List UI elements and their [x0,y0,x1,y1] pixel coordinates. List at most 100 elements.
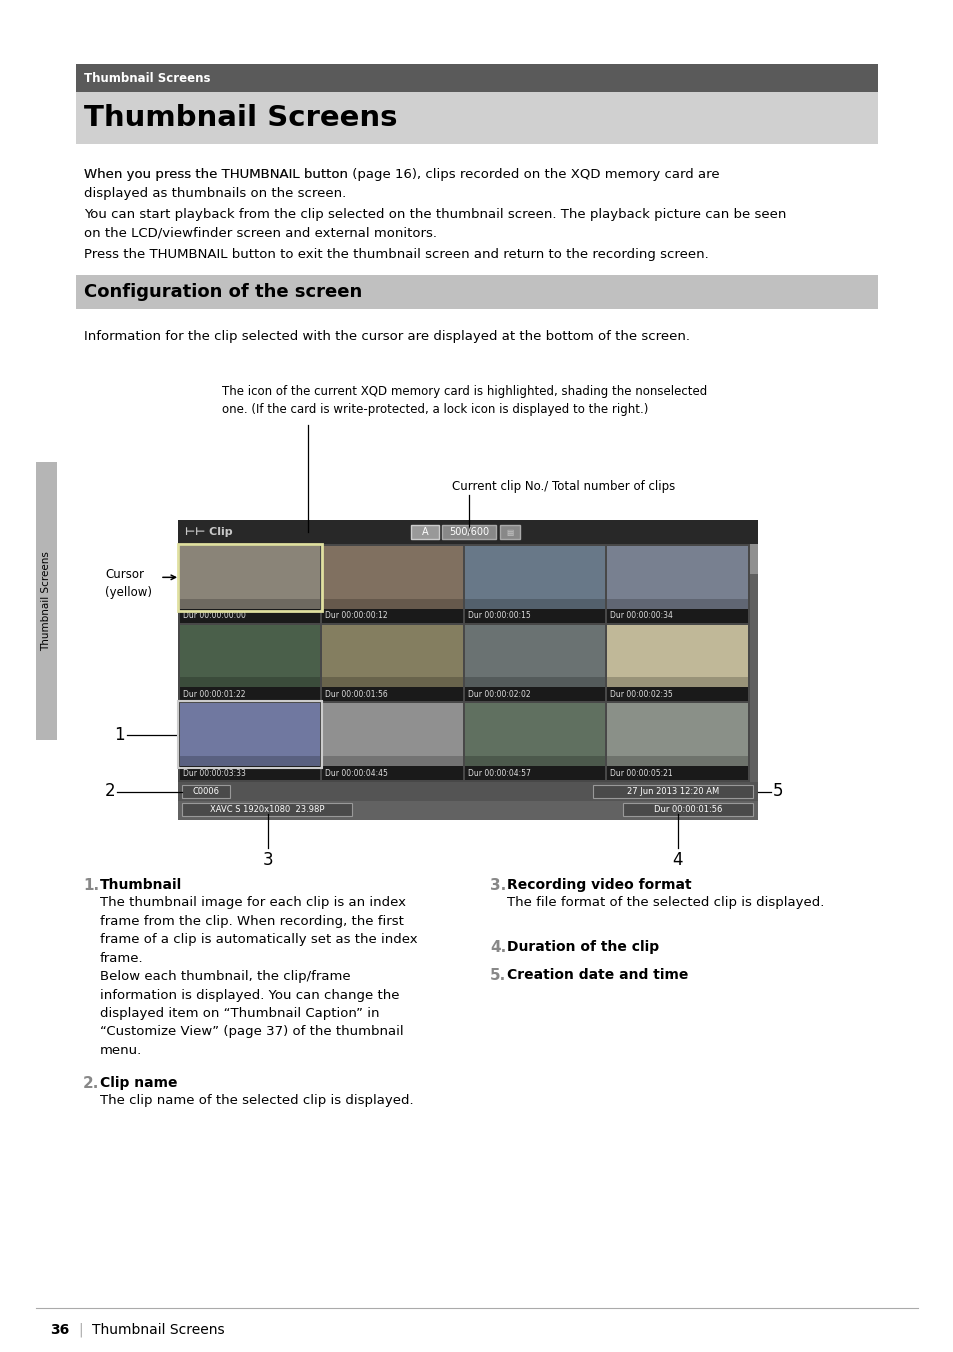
Text: 36: 36 [50,1324,70,1337]
Text: Duration of the clip: Duration of the clip [506,940,659,955]
Bar [178,521,758,821]
Bar [464,756,605,767]
Bar [464,767,605,780]
Text: 5.: 5. [490,968,506,983]
Bar [182,803,352,817]
Bar [622,803,752,817]
Bar [441,525,496,539]
Text: Information for the clip selected with the cursor are displayed at the bottom of: Information for the clip selected with t… [84,330,689,343]
Bar [322,703,462,767]
Bar [464,599,605,608]
Bar [749,544,758,575]
Bar [178,702,322,768]
Bar [180,703,320,767]
Bar [36,462,57,740]
Bar [464,546,605,608]
Bar [464,625,605,687]
Text: Dur 00:00:03:33: Dur 00:00:03:33 [183,768,246,777]
Text: XAVC S 1920x1080  23.98P: XAVC S 1920x1080 23.98P [210,804,324,814]
Text: 4: 4 [672,850,682,869]
Text: Dur 00:00:05:21: Dur 00:00:05:21 [610,768,673,777]
Text: 27 Jun 2013 12:20 AM: 27 Jun 2013 12:20 AM [626,787,719,796]
Text: 3: 3 [262,850,273,869]
Bar [322,756,462,767]
Bar [178,521,758,544]
Text: 500/600: 500/600 [449,527,489,537]
Bar [178,544,322,611]
Bar [607,677,747,687]
Text: You can start playback from the clip selected on the thumbnail screen. The playb: You can start playback from the clip sel… [84,208,785,239]
Bar [322,687,462,702]
Text: 1: 1 [114,726,125,744]
Bar [607,546,747,608]
Bar [464,703,605,767]
Text: Press the THUMBNAIL button to exit the thumbnail screen and return to the record: Press the THUMBNAIL button to exit the t… [84,247,708,261]
Text: Dur 00:00:01:56: Dur 00:00:01:56 [653,804,721,814]
Text: The file format of the selected clip is displayed.: The file format of the selected clip is … [506,896,823,909]
Text: Dur 00:00:04:45: Dur 00:00:04:45 [325,768,388,777]
Bar [322,546,462,608]
Bar [607,767,747,780]
Bar [178,800,758,821]
Bar [593,786,752,798]
Bar [607,703,747,767]
Text: Dur 00:00:01:22: Dur 00:00:01:22 [183,690,245,699]
Bar [464,687,605,702]
Text: Dur 00:00:01:56: Dur 00:00:01:56 [325,690,388,699]
Text: 1.: 1. [83,877,99,894]
Bar [607,687,747,702]
Text: 4.: 4. [490,940,506,955]
Text: Cursor
(yellow): Cursor (yellow) [105,568,152,599]
Text: Thumbnail Screens: Thumbnail Screens [84,72,211,84]
Text: Dur 00:00:00:15: Dur 00:00:00:15 [468,611,530,621]
Bar [76,274,877,310]
Bar [180,599,320,608]
Text: Thumbnail Screens: Thumbnail Screens [41,552,51,650]
Bar [180,608,320,623]
Bar [322,767,462,780]
Text: Configuration of the screen: Configuration of the screen [84,283,362,301]
Bar [499,525,519,539]
Text: Thumbnail Screens: Thumbnail Screens [91,1324,224,1337]
Bar [411,525,438,539]
Text: When you press the THUMBNAIL button (page 16), clips recorded on the XQD memory : When you press the THUMBNAIL button (pag… [84,168,719,200]
Text: Recording video format: Recording video format [506,877,691,892]
Bar [607,608,747,623]
Bar [76,92,877,145]
Bar [76,64,877,92]
Bar [464,677,605,687]
Text: Thumbnail: Thumbnail [100,877,182,892]
Text: When you press the THUMBNAIL button —: When you press the THUMBNAIL button — [84,168,365,181]
Text: 2.: 2. [83,1076,99,1091]
Text: When you press the THUMBNAIL button: When you press the THUMBNAIL button [84,168,352,181]
Bar [180,625,320,687]
Bar [749,544,758,781]
Text: C0006: C0006 [193,787,219,796]
Bar [322,677,462,687]
Text: ⊢⊢ Clip: ⊢⊢ Clip [185,527,233,537]
Bar [180,767,320,780]
Bar [180,687,320,702]
Text: The clip name of the selected clip is displayed.: The clip name of the selected clip is di… [100,1094,414,1107]
Text: Dur 00:00:00:00: Dur 00:00:00:00 [183,611,246,621]
Text: ▤: ▤ [506,527,513,537]
Text: Current clip No./ Total number of clips: Current clip No./ Total number of clips [452,480,675,493]
Text: |: | [78,1322,83,1337]
Bar [464,608,605,623]
Text: Dur 00:00:02:02: Dur 00:00:02:02 [468,690,530,699]
Bar [607,756,747,767]
Text: 3.: 3. [490,877,506,894]
Text: Dur 00:00:02:35: Dur 00:00:02:35 [610,690,673,699]
Bar [178,781,758,800]
Text: The thumbnail image for each clip is an index
frame from the clip. When recordin: The thumbnail image for each clip is an … [100,896,417,1057]
Bar [322,625,462,687]
Text: A: A [421,527,428,537]
Text: Clip name: Clip name [100,1076,177,1090]
Bar [607,599,747,608]
Text: The icon of the current XQD memory card is highlighted, shading the nonselected
: The icon of the current XQD memory card … [222,385,706,416]
Text: Thumbnail Screens: Thumbnail Screens [84,104,397,132]
Text: 5: 5 [772,783,782,800]
Bar [322,608,462,623]
Bar [180,756,320,767]
Text: 2: 2 [104,783,115,800]
